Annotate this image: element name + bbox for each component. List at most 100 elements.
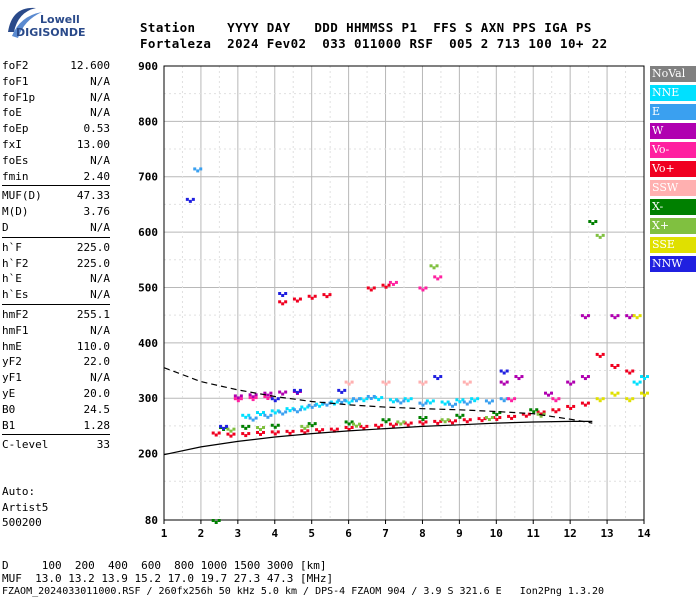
param-name: hmF1 [2, 323, 29, 337]
trace-point [454, 402, 457, 406]
trace-point [424, 420, 428, 424]
trace-point [300, 424, 304, 428]
trace-point [322, 293, 326, 297]
trace-point [355, 424, 358, 428]
trace-point [484, 416, 488, 420]
trace-point [328, 293, 332, 297]
param-name: foF1 [2, 74, 29, 88]
param-value: 33 [96, 438, 110, 452]
param-name: hmF2 [2, 307, 29, 321]
x-tick-label: 5 [308, 527, 315, 540]
trace-point [318, 430, 322, 434]
trace-point [409, 421, 413, 425]
param-value: N/A [90, 90, 110, 104]
trace-point [507, 414, 511, 418]
param-name: foE [2, 106, 22, 120]
param-separator [2, 236, 110, 238]
trace-point [595, 233, 599, 237]
trace-point [490, 416, 494, 420]
trace-point [505, 369, 509, 373]
param-row: fxI 13.00 [2, 137, 110, 153]
trace-point [554, 410, 558, 414]
y-tick-label: 600 [138, 226, 158, 239]
trace-point [263, 391, 267, 395]
trace-point [625, 369, 629, 373]
legend-item: Vo+ [650, 161, 696, 177]
trace-point [527, 412, 531, 416]
param-name: yF1 [2, 371, 22, 385]
trace-point [340, 400, 344, 404]
param-name: yE [2, 386, 16, 400]
trace-point [185, 197, 189, 201]
trace-point [329, 427, 333, 431]
trace-point [443, 402, 447, 406]
trace-point [303, 407, 307, 411]
param-name: yF2 [2, 355, 22, 369]
trace-point [262, 430, 265, 434]
trace-point [381, 380, 385, 384]
trace-point [507, 397, 511, 401]
trace-point [628, 371, 632, 375]
param-value: 110.0 [76, 339, 110, 353]
trace-point [295, 299, 299, 303]
trace-point [399, 422, 403, 426]
trace-point [321, 428, 325, 432]
param-row: h`E N/A [2, 271, 110, 287]
param-name: B1 [2, 418, 16, 432]
param-value: 12.600 [70, 59, 110, 72]
trace-point [269, 391, 273, 395]
trace-point [229, 434, 233, 438]
trace-point [310, 405, 314, 409]
trace-point [241, 413, 245, 417]
trace-point [352, 397, 355, 401]
trace-point [394, 422, 398, 426]
trace-point [362, 399, 366, 403]
trace-point [569, 382, 573, 386]
y-tick-label: 200 [138, 448, 158, 461]
legend-item: NoVal [650, 66, 696, 82]
trace-point [436, 277, 440, 281]
trace-point [350, 380, 354, 384]
trace-point [284, 300, 288, 304]
param-name: C-level [2, 438, 49, 452]
trace-point [248, 396, 252, 400]
trace-point [313, 294, 317, 298]
trace-point [580, 375, 584, 379]
trace-point [402, 420, 406, 424]
trace-point [276, 423, 280, 427]
trace-point [377, 425, 381, 429]
trace-point [263, 413, 267, 417]
trace-point [477, 417, 481, 421]
trace-point [288, 409, 292, 413]
trace-point [451, 421, 454, 425]
trace-point [643, 393, 646, 397]
param-row: hmF1 N/A [2, 323, 110, 339]
param-value: N/A [90, 153, 110, 167]
dashed-profile-curve [163, 367, 593, 424]
param-separator [2, 185, 110, 187]
trace-point [421, 403, 425, 407]
trace-point [610, 314, 614, 318]
param-row: M(D) 3.76 [2, 204, 110, 220]
param-value: N/A [90, 220, 110, 234]
param-name: h`F [2, 240, 22, 254]
param-row: h`F 225.0 [2, 240, 110, 256]
trace-point [487, 418, 491, 422]
trace-point [424, 416, 428, 420]
trace-point [310, 296, 314, 300]
trace-point [278, 390, 282, 394]
trace-point [307, 294, 311, 298]
trace-point [295, 410, 299, 414]
param-row: foEp 0.53 [2, 121, 110, 137]
trace-point [436, 377, 440, 381]
legend-item: X+ [650, 218, 696, 234]
trace-point [381, 283, 385, 287]
trace-point [217, 519, 221, 522]
trace-point [306, 405, 310, 409]
trace-point [388, 280, 392, 284]
trace-point [248, 416, 252, 420]
legend-item: W [650, 123, 696, 139]
distance-row: D 100 200 400 600 800 1000 1500 3000 [km… [2, 559, 327, 572]
trace-point [384, 382, 388, 386]
trace-point [273, 399, 277, 403]
